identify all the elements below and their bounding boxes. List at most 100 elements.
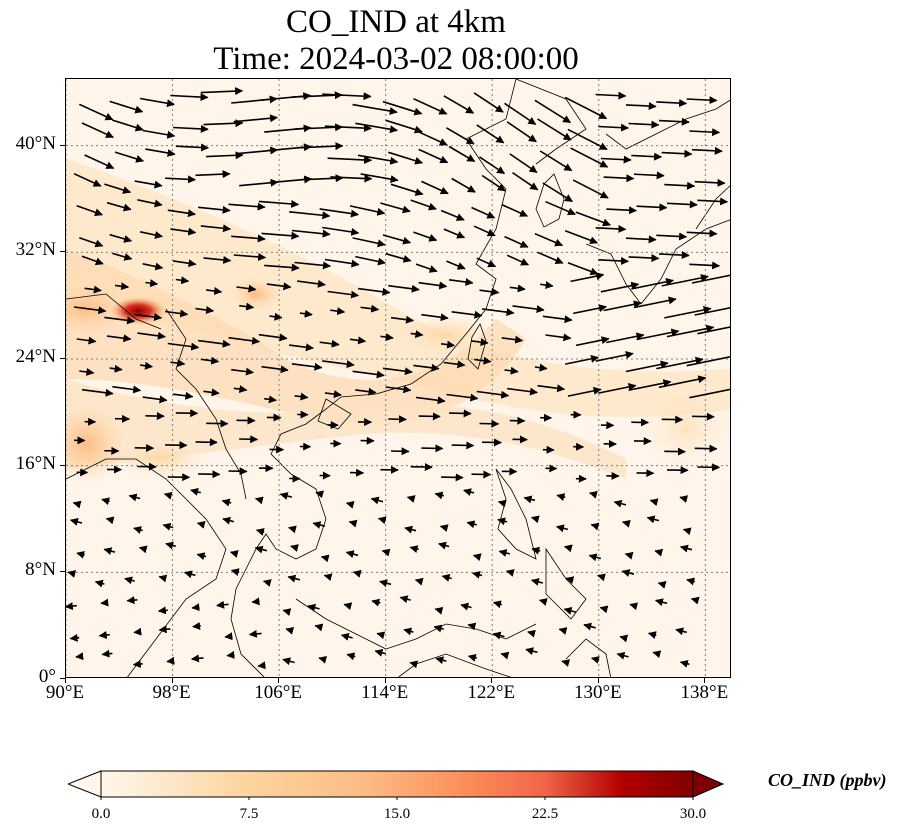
wind-arrow [598, 256, 629, 265]
colorbar-extend-low [68, 770, 102, 798]
wind-arrow [697, 326, 730, 335]
wind-arrow [682, 527, 692, 536]
wind-arrow [126, 596, 138, 605]
wind-arrow [467, 622, 477, 631]
wind-arrow [103, 547, 116, 555]
wind-arrow [324, 124, 372, 133]
x-tick-mark [597, 678, 599, 683]
y-tick-mark [60, 571, 65, 573]
wind-arrow [348, 519, 358, 528]
wind-arrow [595, 91, 627, 100]
wind-arrow [497, 517, 508, 526]
wind-vectors [66, 87, 730, 670]
x-tick-label: 122°E [467, 682, 516, 703]
wind-arrow [258, 199, 300, 208]
wind-arrow [157, 606, 168, 615]
y-tick-label: 8°N [25, 559, 56, 581]
wind-arrow [631, 277, 674, 290]
wind-arrow [500, 651, 510, 660]
wind-arrow [509, 284, 526, 293]
wind-arrow [654, 598, 668, 607]
wind-arrow [666, 200, 698, 209]
wind-arrow [75, 652, 84, 661]
wind-arrow [128, 493, 141, 502]
wind-arrow [545, 333, 572, 342]
wind-arrow [443, 95, 475, 114]
wind-arrow [690, 596, 700, 605]
wind-arrow [633, 171, 665, 180]
wind-arrow [661, 274, 709, 287]
wind-arrow [139, 97, 175, 108]
wind-arrow [357, 154, 399, 165]
wind-arrow [534, 232, 564, 247]
x-tick-mark [65, 678, 66, 683]
wind-arrow [476, 390, 510, 399]
wind-arrow [315, 490, 324, 499]
wind-arrow [575, 211, 611, 227]
wind-arrow [410, 463, 433, 472]
wind-arrow [318, 655, 328, 664]
wind-arrow [512, 305, 545, 314]
wind-arrow [564, 96, 608, 120]
wind-arrow [112, 252, 133, 261]
wind-arrow [664, 306, 712, 319]
wind-arrow [66, 602, 77, 611]
wind-arrow [200, 224, 231, 233]
wind-arrow [264, 395, 277, 404]
wind-arrow [109, 100, 144, 114]
wind-arrow [76, 204, 103, 217]
map-panel [65, 78, 731, 678]
wind-arrow [248, 629, 262, 638]
wind-arrow [410, 199, 437, 211]
wind-arrow [603, 300, 642, 312]
wind-arrow [380, 333, 394, 342]
wind-arrow [285, 626, 295, 635]
wind-arrow [530, 578, 544, 586]
wind-arrow [451, 177, 476, 193]
wind-arrow [197, 339, 231, 348]
wind-arrow [561, 659, 570, 667]
wind-arrow [539, 150, 573, 172]
wind-arrow [105, 516, 115, 525]
wind-arrow [379, 579, 392, 588]
wind-arrow [170, 227, 197, 236]
wind-arrow [78, 103, 114, 121]
wind-arrow [192, 621, 201, 630]
wind-arrow [413, 97, 448, 115]
wind-arrow [679, 659, 690, 668]
wind-arrow [404, 525, 417, 534]
x-tick-label: 114°E [361, 682, 409, 703]
y-tick-label: 16°N [15, 452, 56, 474]
y-tick-label: 40°N [15, 132, 56, 154]
y-tick-mark [60, 464, 65, 466]
wind-arrow [175, 276, 190, 285]
wind-arrow [254, 545, 268, 554]
y-tick-mark [60, 144, 65, 146]
wind-arrow [537, 118, 572, 141]
wind-arrow [656, 232, 688, 241]
colorbar [68, 770, 725, 800]
wind-arrow [686, 96, 718, 105]
wind-arrow [501, 335, 524, 344]
wind-arrow [231, 234, 266, 243]
wind-arrow [299, 309, 313, 318]
wind-arrow [230, 568, 240, 577]
wind-arrow [476, 124, 505, 144]
x-tick-mark [704, 678, 706, 683]
wind-arrow [603, 174, 635, 183]
map-canvas [66, 79, 730, 677]
wind-arrow [409, 545, 419, 553]
wind-arrow [382, 234, 412, 245]
wind-arrow [512, 171, 539, 191]
y-tick-mark [60, 358, 65, 359]
wind-arrow [443, 228, 466, 239]
wind-arrow [327, 290, 360, 299]
wind-arrow [291, 362, 323, 371]
wind-arrow [588, 553, 602, 562]
wind-arrow [175, 143, 209, 152]
wind-arrow [616, 651, 629, 660]
wind-arrow [597, 573, 606, 582]
wind-arrow [691, 274, 730, 284]
wind-arrow [661, 149, 693, 158]
wind-arrow [446, 393, 479, 402]
